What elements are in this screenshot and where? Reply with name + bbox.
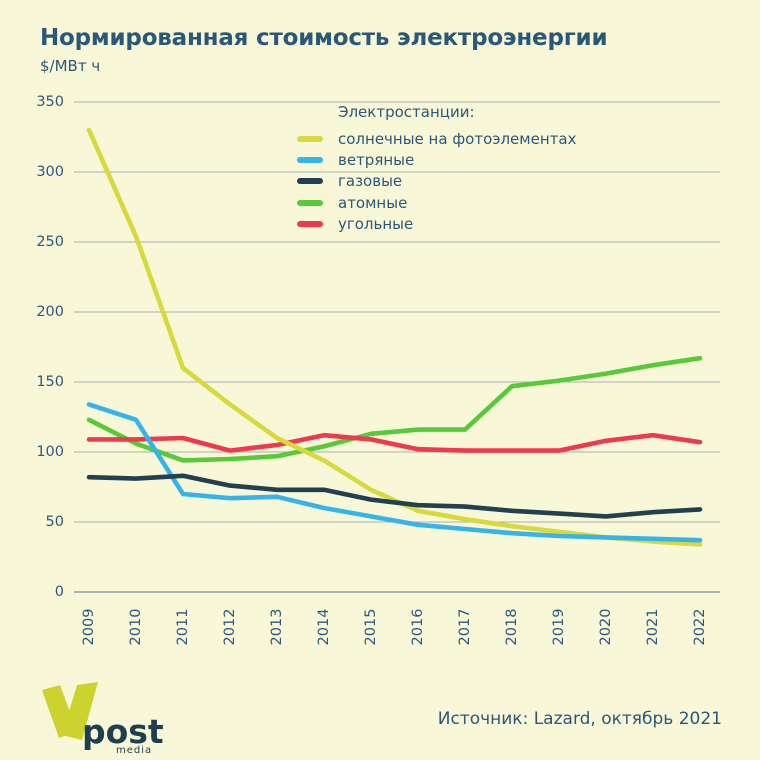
legend-label: солнечные на фотоэлементах: [338, 129, 577, 148]
line-wind: [86, 402, 703, 543]
y-axis-tick-label: 350: [36, 94, 64, 110]
y-axis-tick-label: 100: [36, 444, 64, 460]
x-axis-tick-label: 2016: [410, 608, 426, 646]
legend-label: атомные: [338, 193, 408, 212]
line-coal: [86, 432, 703, 453]
y-axis-tick-label: 200: [36, 304, 64, 320]
legend-swatch-nuclear: [297, 199, 323, 206]
legend-swatch-coal: [297, 221, 323, 228]
logo-text: post: [82, 712, 164, 751]
x-axis-tick-label: 2015: [363, 608, 379, 646]
y-axis-tick-label: 50: [45, 514, 64, 530]
y-axis-tick-label: 150: [36, 374, 64, 390]
source-note: Источник: Lazard, октябрь 2021: [437, 709, 722, 729]
page-title: Нормированная стоимость электроэнергии: [40, 25, 608, 51]
x-axis-tick-label: 2011: [175, 608, 191, 646]
legend-title: Электростанции:: [338, 103, 475, 121]
y-axis-tick-label: 0: [54, 584, 64, 600]
y-axis-tick-label: 300: [36, 164, 64, 180]
x-axis-tick-label: 2012: [222, 608, 238, 646]
legend-item-gas: газовые: [297, 171, 576, 192]
legend-swatch-solar-pv: [297, 135, 323, 142]
legend-swatch-gas: [297, 178, 323, 185]
x-axis-tick-label: 2021: [645, 608, 661, 646]
x-axis-tick-label: 2017: [457, 608, 473, 646]
legend-label: угольные: [338, 215, 414, 234]
x-axis-tick-label: 2014: [316, 608, 332, 646]
x-axis-tick-label: 2018: [504, 608, 520, 646]
page-subtitle: $/МВт ч: [40, 57, 101, 75]
logo-v-right-blade: [62, 682, 98, 740]
vpost-media-logo: post media: [42, 682, 164, 756]
line-nuclear: [86, 355, 703, 463]
x-axis-tick-label: 2019: [551, 608, 567, 646]
legend-label: ветряные: [338, 151, 415, 170]
legend-swatch-wind: [297, 157, 323, 164]
x-axis-tick-label: 2009: [81, 608, 97, 646]
legend-item-coal: угольные: [297, 214, 576, 235]
y-axis-tick-label: 250: [36, 234, 64, 250]
x-axis-tick-label: 2020: [598, 608, 614, 646]
line-gas: [86, 473, 703, 519]
legend-item-nuclear: атомные: [297, 192, 576, 213]
legend-item-solar-pv: солнечные на фотоэлементах: [297, 128, 576, 149]
logo-subtext: media: [116, 745, 152, 756]
legend-items: солнечные на фотоэлементах ветряные газовы…: [297, 128, 576, 235]
legend-item-wind: ветряные: [297, 149, 576, 170]
x-axis-tick-label: 2022: [692, 608, 708, 646]
x-axis-tick-label: 2013: [269, 608, 285, 646]
x-axis-tick-label: 2010: [128, 608, 144, 646]
chart-legend: Электростанции: солнечные на фотоэлемент…: [297, 103, 576, 235]
legend-label: газовые: [338, 172, 403, 191]
